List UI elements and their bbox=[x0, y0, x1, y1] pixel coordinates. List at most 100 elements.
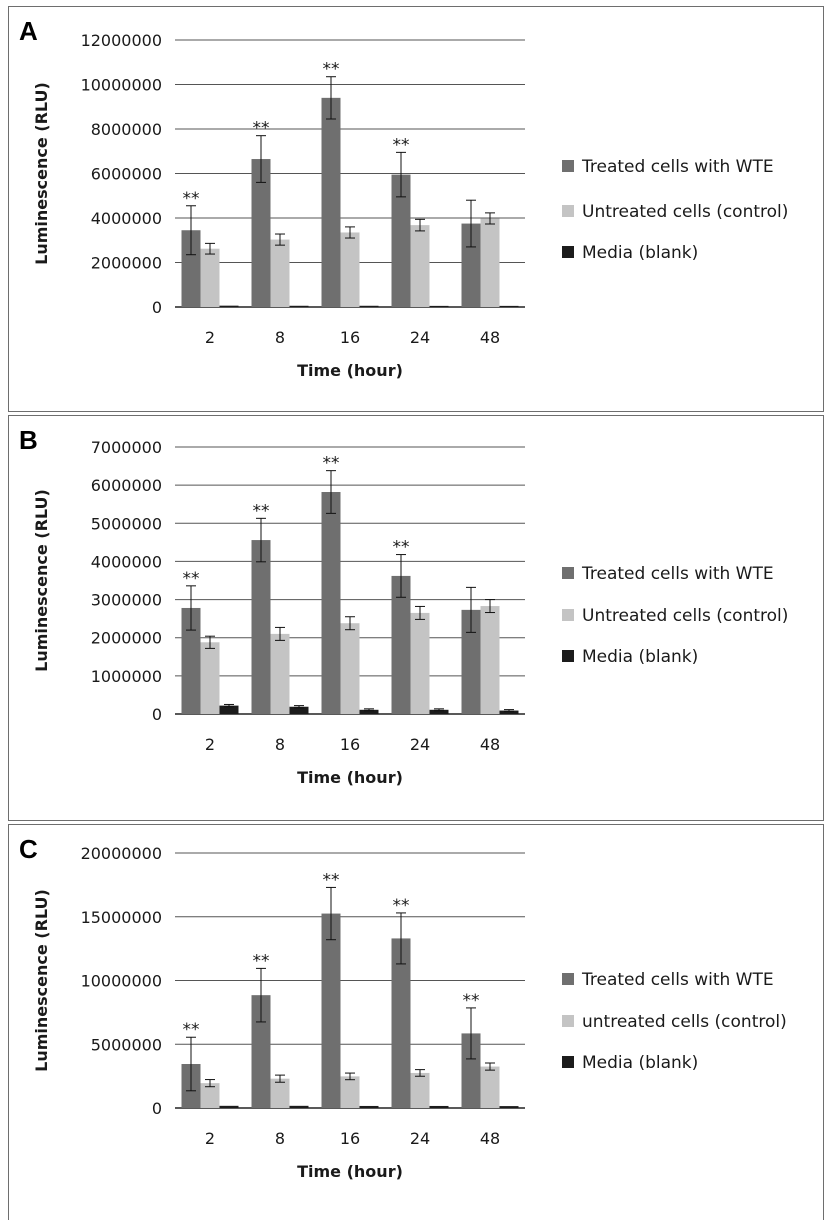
bar bbox=[289, 305, 309, 307]
bar bbox=[270, 1078, 290, 1108]
significance-marker: ** bbox=[463, 991, 480, 1011]
bar bbox=[429, 709, 449, 714]
bar bbox=[391, 575, 411, 714]
bar bbox=[251, 159, 271, 307]
significance-marker: ** bbox=[393, 896, 410, 916]
legend-label: Treated cells with WTE bbox=[581, 157, 774, 177]
bar bbox=[321, 97, 341, 307]
bar bbox=[181, 230, 201, 307]
bar bbox=[499, 1106, 519, 1108]
y-axis-title: Luminescence (RLU) bbox=[32, 82, 51, 265]
bar bbox=[359, 1105, 379, 1108]
bar bbox=[219, 305, 239, 307]
significance-marker: ** bbox=[323, 60, 340, 80]
legend-label: untreated cells (control) bbox=[582, 1012, 787, 1032]
x-tick-label: 8 bbox=[275, 735, 285, 754]
y-tick-label: 6000000 bbox=[91, 476, 162, 495]
bar bbox=[219, 705, 239, 714]
legend-label: Untreated cells (control) bbox=[582, 606, 788, 626]
legend-swatch bbox=[562, 1056, 574, 1068]
y-tick-label: 7000000 bbox=[91, 438, 162, 457]
x-tick-label: 8 bbox=[275, 328, 285, 347]
bar bbox=[251, 995, 271, 1108]
legend-label: Untreated cells (control) bbox=[582, 202, 788, 222]
legend-swatch bbox=[562, 160, 574, 172]
bar bbox=[340, 1076, 360, 1108]
bar bbox=[219, 1105, 239, 1108]
y-axis-title: Luminescence (RLU) bbox=[32, 889, 51, 1072]
significance-marker: ** bbox=[323, 870, 340, 890]
y-tick-label: 10000000 bbox=[81, 972, 162, 991]
bar bbox=[499, 305, 519, 307]
bar bbox=[181, 607, 201, 714]
y-tick-label: 0 bbox=[152, 705, 162, 724]
y-tick-label: 6000000 bbox=[91, 165, 162, 184]
bar bbox=[410, 225, 430, 307]
legend-swatch bbox=[562, 973, 574, 985]
x-tick-label: 16 bbox=[340, 1129, 360, 1148]
bar bbox=[461, 1033, 481, 1108]
bar bbox=[200, 248, 220, 307]
bar bbox=[200, 642, 220, 714]
significance-marker: ** bbox=[253, 501, 270, 521]
panel-c: C 0 5000000 10000000 15000000 20000000 Lumines… bbox=[8, 824, 824, 1220]
x-tick-label: 48 bbox=[480, 735, 500, 754]
y-tick-label: 5000000 bbox=[91, 514, 162, 533]
legend-swatch bbox=[562, 1015, 574, 1027]
bar bbox=[391, 174, 411, 307]
y-tick-label: 2000000 bbox=[91, 629, 162, 648]
legend-swatch bbox=[562, 609, 574, 621]
significance-marker: ** bbox=[183, 189, 200, 209]
bar bbox=[410, 612, 430, 714]
y-tick-label: 12000000 bbox=[81, 31, 162, 50]
x-tick-label: 16 bbox=[340, 735, 360, 754]
bar bbox=[359, 305, 379, 307]
legend-label: Media (blank) bbox=[582, 1053, 698, 1073]
panel-label: C bbox=[19, 834, 38, 864]
chart-c-svg: C 0 5000000 10000000 15000000 20000000 Lumines… bbox=[19, 834, 787, 1181]
x-axis-title: Time (hour) bbox=[297, 1162, 403, 1181]
legend-swatch bbox=[562, 650, 574, 662]
panel-label: A bbox=[19, 16, 38, 46]
significance-marker: ** bbox=[183, 1020, 200, 1040]
bar bbox=[251, 540, 271, 714]
bar bbox=[359, 709, 379, 714]
x-tick-label: 48 bbox=[480, 1129, 500, 1148]
y-tick-label: 10000000 bbox=[81, 76, 162, 95]
bar bbox=[340, 623, 360, 714]
bar bbox=[200, 1083, 220, 1108]
bar bbox=[340, 232, 360, 307]
bar bbox=[480, 606, 500, 714]
x-tick-label: 24 bbox=[410, 328, 430, 347]
y-tick-label: 0 bbox=[152, 1099, 162, 1118]
x-tick-label: 24 bbox=[410, 735, 430, 754]
bar bbox=[480, 1066, 500, 1108]
y-tick-label: 1000000 bbox=[91, 667, 162, 686]
bar bbox=[480, 218, 500, 307]
chart-a-svg: A 0 2000000 4000000 6000000 8000000 10000000 12… bbox=[19, 16, 788, 380]
bar bbox=[461, 609, 481, 714]
legend-label: Treated cells with WTE bbox=[581, 564, 774, 584]
legend-swatch bbox=[562, 205, 574, 217]
significance-marker: ** bbox=[253, 119, 270, 139]
bar bbox=[270, 239, 290, 307]
bar bbox=[429, 305, 449, 307]
x-axis-title: Time (hour) bbox=[297, 361, 403, 380]
significance-marker: ** bbox=[393, 135, 410, 155]
bar bbox=[461, 223, 481, 307]
significance-marker: ** bbox=[253, 951, 270, 971]
x-axis-title: Time (hour) bbox=[297, 768, 403, 787]
x-tick-label: 24 bbox=[410, 1129, 430, 1148]
bar bbox=[429, 1105, 449, 1108]
x-tick-label: 2 bbox=[205, 328, 215, 347]
bar bbox=[499, 710, 519, 714]
y-tick-label: 4000000 bbox=[91, 209, 162, 228]
x-tick-label: 2 bbox=[205, 1129, 215, 1148]
bar bbox=[289, 1105, 309, 1108]
panel-a: A 0 2000000 4000000 6000000 8000000 10000000 12… bbox=[8, 6, 824, 412]
significance-marker: ** bbox=[393, 538, 410, 558]
x-tick-label: 16 bbox=[340, 328, 360, 347]
legend-swatch bbox=[562, 246, 574, 258]
legend-label: Media (blank) bbox=[582, 647, 698, 667]
y-tick-label: 3000000 bbox=[91, 591, 162, 610]
